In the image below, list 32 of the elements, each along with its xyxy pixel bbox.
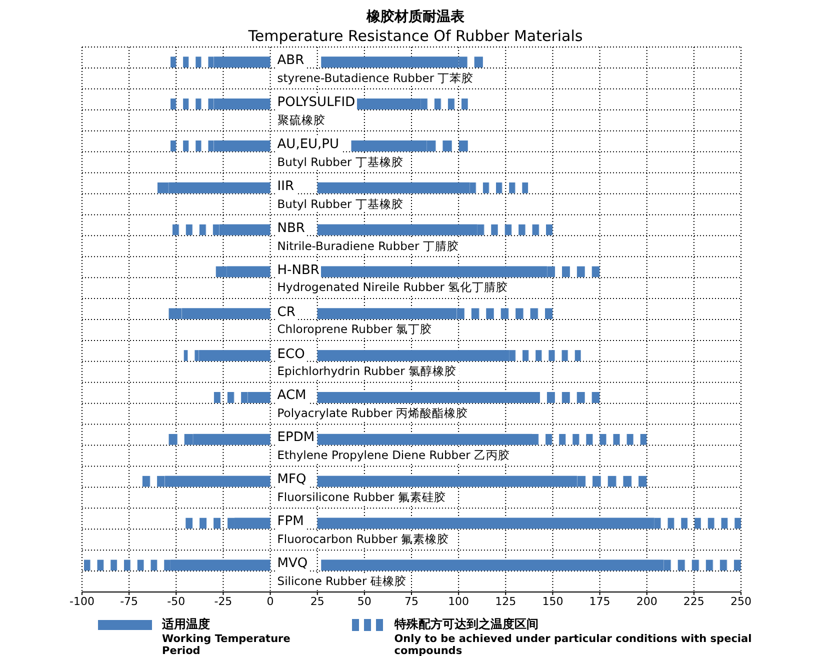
chart-title: 橡胶材质耐温表 [365,8,466,26]
x-tick-label: -75 [120,594,138,608]
y-tick-label: EPDM Ethylene Propylene Diene Rubber 乙丙胶 [276,430,512,464]
x-tick-label: 0 [266,594,274,608]
y-tick-label: MFQ Fluorsilicone Rubber 氟素硅胶 [276,472,447,506]
y-tick-label: MVQ Silicone Rubber 硅橡胶 [276,556,408,589]
y-tick-label: H-NBR Hydrogenated Nireile Rubber 氢化丁腈胶 [276,262,510,296]
y-tick-label: ECO Epichlorhydrin Rubber 氯醇橡胶 [276,346,458,380]
x-tick-label: -50 [167,594,186,608]
x-tick-label: 100 [448,594,470,608]
y-tick-label: POLYSULFID 聚硫橡胶 [276,95,356,128]
y-tick-label: AU,EU,PU Butyl Rubber 丁基橡胶 [276,136,404,170]
x-tick-label: 250 [730,594,752,608]
x-tick-label: 75 [404,594,418,608]
x-tick-label: 150 [542,594,564,608]
y-tick-label: FPM Fluorocarbon Rubber 氟素橡胶 [276,514,450,547]
y-tick-label: CR Chloroprene Rubber 氯丁胶 [276,304,434,338]
y-tick-label: IIR Butyl Rubber 丁基橡胶 [276,178,404,212]
x-tick-label: -25 [214,594,232,608]
x-tick-label: 125 [495,594,516,608]
x-tick-label: 200 [636,594,658,608]
x-tick-label: 25 [310,594,324,608]
y-tick-label: ABR styrene-Butadience Rubber 丁苯胶 [276,53,475,86]
x-tick-label: -100 [70,594,94,608]
legend-label: 特殊配方可达到之温度区间 Only to be achieved under particular conditions with special compounds [394,616,753,656]
y-tick-label: ACM Polyacrylate Rubber 丙烯酸酯橡胶 [276,388,470,422]
y-tick-label: NBR Nitrile-Buradiene Rubber 丁腈胶 [276,220,460,254]
chart-subtitle: Temperature Resistance Of Rubber Materials [247,26,584,46]
x-tick-label: 50 [357,594,372,608]
legend-label: 适用温度 Working Temperature Period [162,616,292,656]
x-tick-label: 175 [589,594,610,608]
x-tick-label: 225 [683,594,704,608]
